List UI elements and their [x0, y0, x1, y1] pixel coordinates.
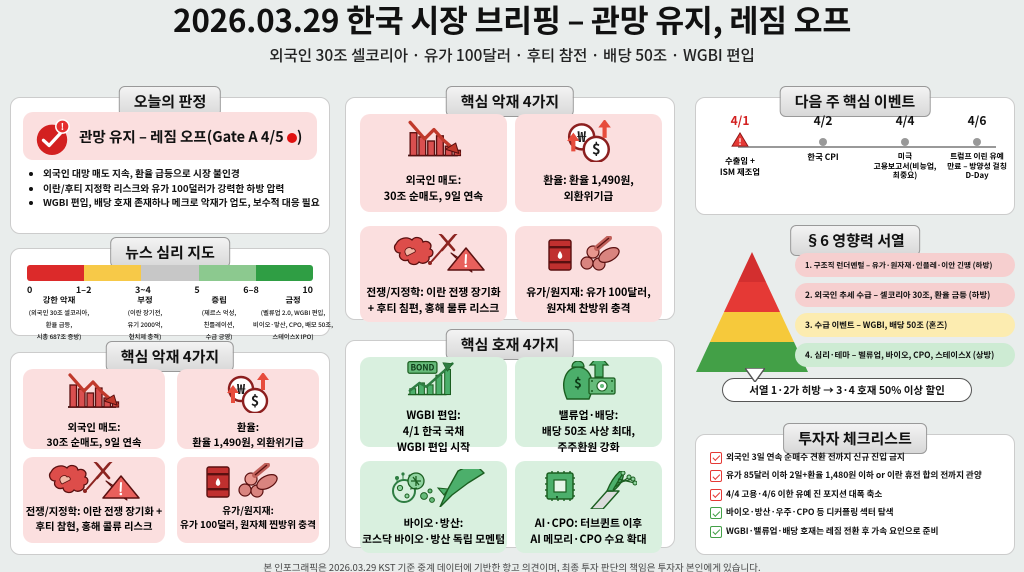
svg-text:$: $ — [592, 139, 601, 160]
svg-text:$: $ — [251, 391, 259, 411]
svg-text:$: $ — [574, 373, 582, 392]
svg-text:!: ! — [61, 119, 65, 133]
svg-text:BOND: BOND — [410, 361, 434, 373]
